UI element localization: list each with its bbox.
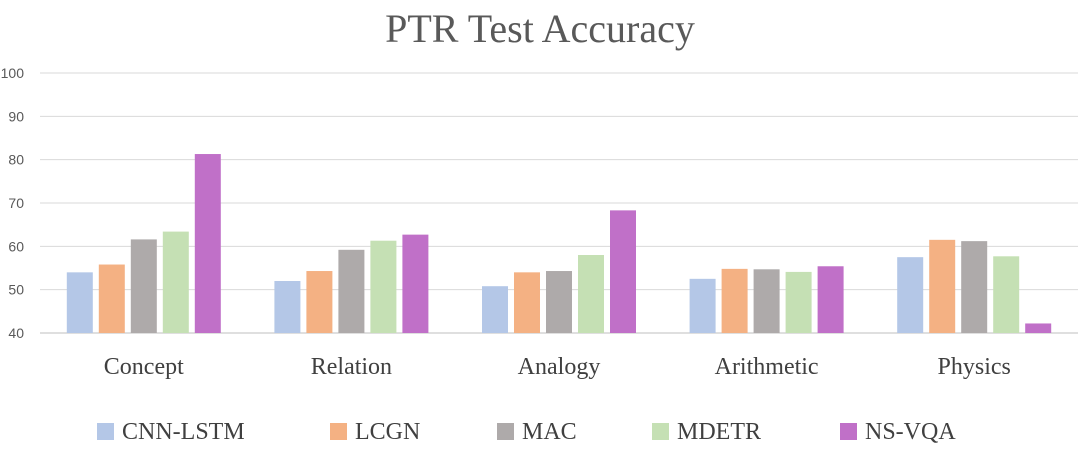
x-tick-label: Arithmetic [715,354,819,380]
y-tick-label: 40 [8,325,24,341]
bar-lcgn-concept [98,264,125,333]
bar-ns-vqa-physics [1025,323,1052,333]
bar-lcgn-arithmetic [721,268,748,333]
bar-mdetr-concept [162,231,189,333]
legend-swatch-cnn-lstm [97,423,114,440]
x-axis: Concept Relation Analogy Arithmetic Physics [104,354,1011,380]
legend-swatch-ns-vqa [840,423,857,440]
y-tick-label: 90 [8,108,24,124]
bar-cnn-lstm-concept [66,272,93,333]
chart-title: PTR Test Accuracy [385,6,695,51]
legend-label: NS-VQA [865,419,956,445]
legend-swatch-mdetr [652,423,669,440]
y-tick-label: 70 [8,195,24,211]
x-tick-label: Relation [311,354,392,380]
legend-label: LCGN [355,419,420,445]
bar-mdetr-physics [993,256,1020,333]
bar-mac-concept [130,239,157,333]
legend-label: MDETR [677,419,761,445]
legend: CNN-LSTM LCGN MAC MDETR NS-VQA [97,419,956,445]
y-tick-label: 80 [8,152,24,168]
bar-ns-vqa-arithmetic [817,266,844,333]
bar-cnn-lstm-analogy [482,286,508,333]
bar-ns-vqa-analogy [610,210,636,333]
legend-label: MAC [522,419,577,445]
bar-lcgn-analogy [514,272,540,333]
y-tick-label: 50 [8,282,24,298]
bar-mdetr-relation [370,240,397,333]
bar-cnn-lstm-arithmetic [689,278,716,333]
bar-cnn-lstm-relation [274,281,301,333]
legend-label: CNN-LSTM [122,419,245,445]
bar-lcgn-physics [929,239,956,333]
bar-ns-vqa-concept [194,154,221,333]
y-tick-label: 100 [1,65,25,81]
y-tick-label: 60 [8,238,24,254]
y-axis: 40 50 60 70 80 90 100 [1,65,25,341]
legend-swatch-lcgn [330,423,347,440]
bar-mdetr-arithmetic [785,271,812,333]
x-tick-label: Concept [104,354,184,380]
bars [66,154,1052,333]
x-tick-label: Analogy [518,354,601,380]
bar-ns-vqa-relation [402,234,429,333]
bar-mac-physics [961,241,988,333]
legend-swatch-mac [497,423,514,440]
bar-mac-analogy [546,271,572,333]
bar-mdetr-analogy [578,255,604,333]
bar-cnn-lstm-physics [897,257,924,333]
x-tick-label: Physics [938,354,1011,380]
bar-lcgn-relation [306,271,333,333]
bar-mac-relation [338,249,365,333]
bar-mac-arithmetic [753,269,780,333]
